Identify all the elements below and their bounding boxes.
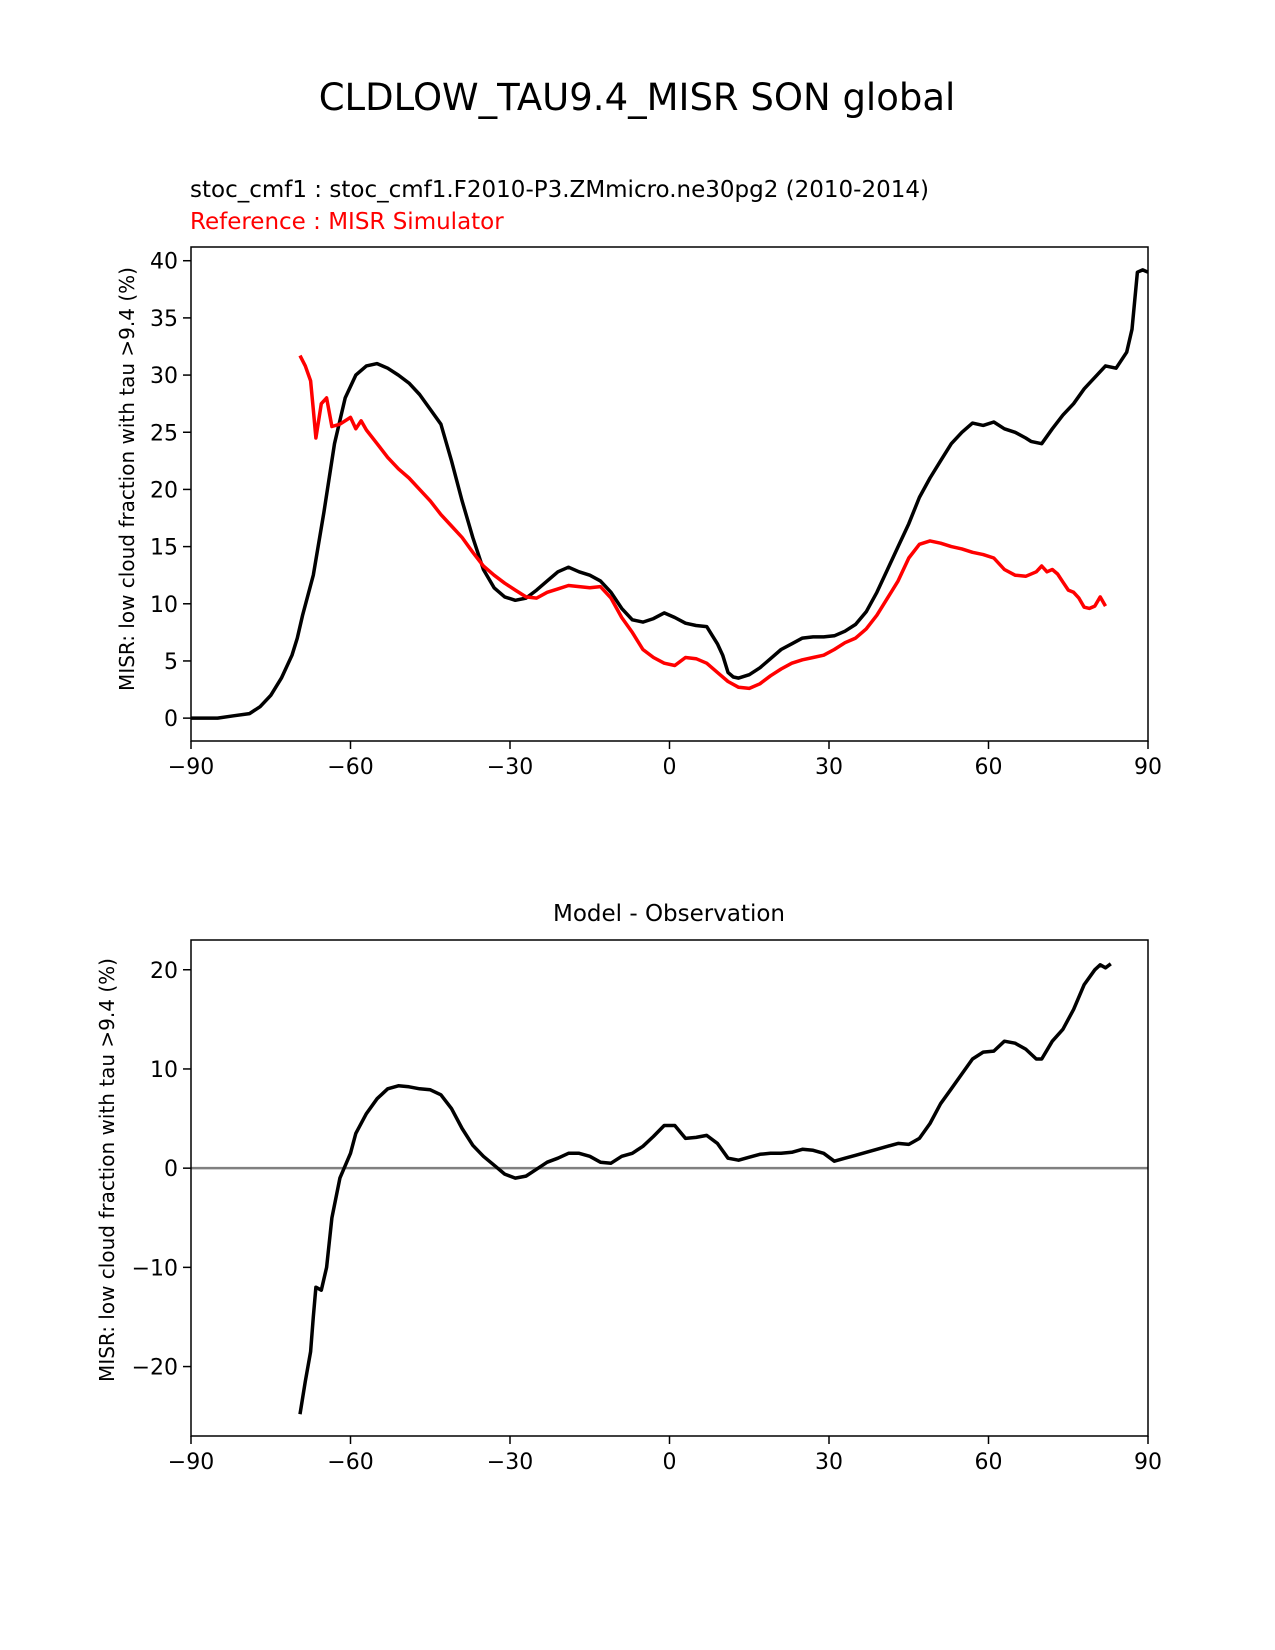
x-tick-label: 90: [1134, 755, 1162, 780]
x-tick-label: 0: [663, 755, 677, 780]
x-tick-label: 30: [815, 1450, 843, 1475]
y-tick-label: 5: [164, 650, 178, 675]
y-tick-label: 0: [164, 1157, 178, 1182]
top-panel-ylabel: MISR: low cloud fraction with tau >9.4 (…: [115, 267, 139, 691]
top-panel: stoc_cmf1 : stoc_cmf1.F2010-P3.ZMmicro.n…: [115, 177, 1162, 780]
bottom-panel: Model - Observation −90 −60 −30 0 30 60 90−20−…: [95, 901, 1162, 1475]
y-tick-label: 40: [150, 250, 178, 275]
y-tick-label: 30: [150, 364, 178, 389]
y-tick-label: 25: [150, 421, 178, 446]
y-tick-label: −10: [132, 1256, 178, 1281]
bottom-panel-plot: −90 −60 −30 0 30 60 90 −20 −10 0 10 20: [132, 939, 1162, 1475]
y-tick-label: 35: [150, 307, 178, 332]
x-tick-label: −90: [168, 755, 214, 780]
x-tick-label: 0: [663, 1450, 677, 1475]
top-panel-plot: −90 −60 −30 0 30 60 90 0 5 10 15 20 25 30 35 40: [150, 246, 1162, 780]
x-tick-label: −30: [487, 755, 533, 780]
series-line-model: [191, 268, 1149, 720]
x-tick-label: 60: [975, 755, 1003, 780]
bottom-panel-title: Model - Observation: [553, 901, 785, 927]
figure-title: CLDLOW_TAU9.4_MISR SON global: [319, 76, 956, 119]
x-tick-label: 30: [815, 755, 843, 780]
x-tick-label: −60: [327, 1450, 373, 1475]
top-panel-subtitle-reference: Reference : MISR Simulator: [190, 209, 504, 235]
y-tick-label: 0: [164, 707, 178, 732]
y-tick-label: −20: [132, 1356, 178, 1381]
x-tick-label: −90: [168, 1450, 214, 1475]
y-tick-label: 10: [150, 1058, 178, 1083]
x-tick-label: −60: [327, 755, 373, 780]
x-tick-label: −30: [487, 1450, 533, 1475]
series-line-model: [298, 962, 1112, 1415]
y-tick-label: 10: [150, 593, 178, 618]
y-tick-label: 20: [150, 959, 178, 984]
top-panel-subtitle-model: stoc_cmf1 : stoc_cmf1.F2010-P3.ZMmicro.n…: [190, 177, 929, 203]
series-line-reference: [298, 354, 1108, 691]
y-tick-label: 20: [150, 478, 178, 503]
y-tick-label: 15: [150, 536, 178, 561]
x-tick-label: 60: [975, 1450, 1003, 1475]
bottom-panel-ylabel: MISR: low cloud fraction with tau >9.4 (…: [95, 958, 119, 1382]
x-tick-label: 90: [1134, 1450, 1162, 1475]
